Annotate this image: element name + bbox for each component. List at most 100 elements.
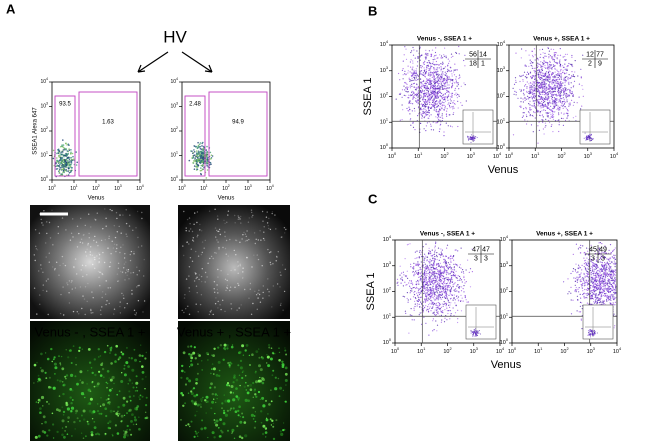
event-dot (567, 82, 570, 84)
event-dot (536, 88, 538, 90)
event-dot (445, 305, 447, 307)
event-dot (546, 65, 549, 67)
fluorescent-cell (196, 410, 198, 413)
cell-texture (194, 272, 196, 274)
event-dot (398, 72, 400, 75)
event-dot (413, 294, 416, 296)
event-dot (69, 163, 71, 165)
event-dot (406, 284, 408, 286)
fluorescent-cell (37, 398, 41, 402)
event-dot (423, 112, 425, 115)
fluorescent-cell (191, 388, 194, 391)
event-dot (529, 109, 531, 111)
event-dot (443, 78, 445, 80)
event-dot (445, 277, 447, 279)
event-dot (417, 296, 419, 298)
event-dot (520, 57, 522, 59)
cell-texture (213, 281, 216, 283)
event-dot (198, 143, 201, 146)
event-dot (413, 309, 415, 311)
event-dot (540, 64, 542, 66)
event-dot (545, 71, 548, 73)
event-dot (75, 151, 77, 153)
event-dot (435, 94, 437, 96)
event-dot (449, 263, 451, 266)
event-dot (543, 105, 545, 107)
event-dot (410, 75, 412, 77)
fluorescent-cell (197, 363, 199, 365)
event-dot (537, 89, 539, 91)
event-dot (571, 56, 573, 58)
cell-texture (188, 230, 190, 232)
event-dot (514, 77, 517, 79)
event-dot (437, 113, 439, 115)
fluorescent-cell (46, 434, 49, 437)
cell-texture (116, 273, 119, 275)
fluorescent-cell (98, 412, 101, 415)
event-dot (544, 109, 547, 112)
event-dot (75, 164, 78, 166)
event-dot (522, 112, 524, 114)
event-dot (192, 152, 194, 155)
gate (184, 95, 206, 177)
event-dot (436, 106, 438, 108)
fluorescent-cell (204, 399, 207, 402)
event-dot (562, 107, 564, 109)
event-dot (424, 102, 426, 104)
fluorescent-cell (91, 371, 94, 375)
cell-texture (250, 313, 253, 315)
event-dot (426, 85, 428, 87)
event-dot (568, 83, 570, 85)
event-dot (544, 77, 547, 79)
cell-texture (89, 251, 92, 253)
fluorescent-cell (82, 409, 86, 413)
tick-label: 100 (48, 184, 56, 192)
fluorescent-cell (61, 419, 65, 423)
event-dot (447, 282, 449, 284)
fluorescent-cell (74, 428, 76, 430)
event-dot (589, 138, 591, 140)
fluorescent-cell (110, 362, 113, 365)
event-dot (584, 132, 586, 134)
event-dot (454, 87, 457, 90)
event-dot (68, 159, 71, 161)
event-dot (62, 151, 64, 153)
event-dot (531, 105, 533, 107)
fluorescent-cell (212, 354, 216, 357)
event-dot (413, 275, 415, 277)
event-dot (416, 295, 419, 297)
cell-texture (136, 274, 138, 276)
event-dot (542, 106, 545, 108)
fluorescent-cell (78, 420, 81, 422)
fluorescent-cell (274, 376, 277, 379)
event-dot (526, 77, 528, 79)
fluorescent-cell (140, 344, 142, 346)
cell-texture (136, 210, 139, 213)
event-dot (432, 61, 434, 63)
event-dot (417, 85, 419, 88)
event-dot (452, 108, 454, 110)
event-dot (458, 88, 460, 90)
fluorescent-cell (224, 348, 226, 351)
event-dot (423, 61, 425, 64)
event-dot (451, 79, 453, 81)
event-dot (519, 75, 521, 77)
event-dot (437, 82, 439, 84)
event-dot (205, 152, 208, 154)
fluorescent-cell (59, 379, 62, 383)
event-dot (417, 92, 419, 94)
cell-texture (105, 280, 107, 282)
event-dot (526, 87, 528, 89)
cell-texture (217, 218, 219, 220)
gate (54, 95, 76, 177)
event-dot (547, 47, 550, 50)
event-dot (441, 72, 443, 74)
event-dot (425, 88, 427, 90)
tick-base: 10 (170, 104, 176, 110)
tick-label: 101 (70, 184, 78, 192)
event-dot (402, 78, 404, 80)
event-dot (566, 92, 568, 95)
event-dot (61, 165, 64, 167)
event-dot (531, 77, 533, 80)
event-dot (428, 69, 430, 72)
